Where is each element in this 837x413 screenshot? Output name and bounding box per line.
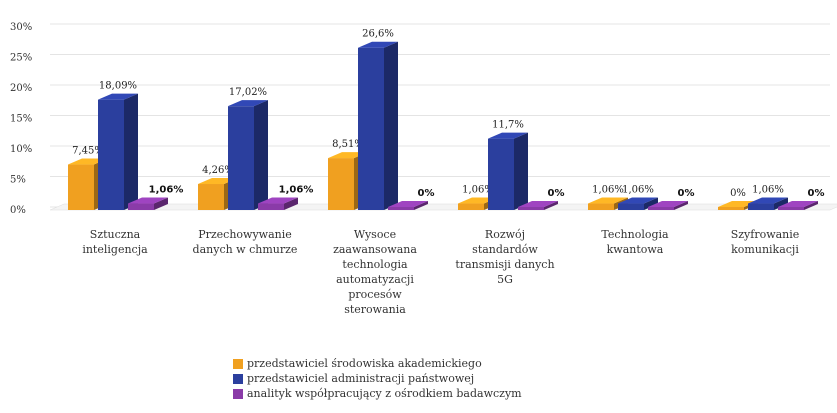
bar <box>228 106 254 210</box>
legend-label: analityk współpracujący z ośrodkiem bada… <box>247 387 522 400</box>
y-tick-label: 30% <box>10 22 32 33</box>
legend-label: przedstawiciel środowiska akademickiego <box>247 357 482 370</box>
bar <box>778 207 804 210</box>
bar <box>68 164 94 210</box>
legend: przedstawiciel środowiska akademickiego p… <box>233 356 522 401</box>
bar-side <box>544 201 558 210</box>
category-label: inteligencja <box>82 243 148 256</box>
bar-top <box>718 201 758 207</box>
bar <box>258 203 284 210</box>
bar <box>128 203 154 210</box>
category-label: sterowania <box>344 303 406 316</box>
bar <box>588 203 614 210</box>
bar-side <box>254 100 268 210</box>
legend-label: przedstawiciel administracji państwowej <box>247 372 475 385</box>
bar <box>718 207 744 210</box>
category-label: 5G <box>497 273 513 286</box>
data-label: 1,06% <box>622 185 654 196</box>
y-tick-label: 5% <box>10 175 26 186</box>
category-label: standardów <box>472 243 538 256</box>
category-label: Szyfrowanie <box>731 228 800 241</box>
data-label: 0% <box>730 188 746 199</box>
bar-top <box>618 197 658 204</box>
bar-top <box>518 201 558 207</box>
data-label: 1,06% <box>279 185 314 196</box>
bar-side <box>774 197 788 210</box>
bar-top <box>388 201 428 207</box>
legend-swatch <box>233 358 243 369</box>
bar <box>198 184 224 210</box>
category-label: danych w chmurze <box>193 243 298 256</box>
data-label: 0% <box>678 188 695 199</box>
bar-top <box>228 100 268 107</box>
bar <box>648 207 674 210</box>
category-label: Wysoce <box>354 228 396 241</box>
category-label: transmisji danych <box>455 258 554 271</box>
data-label: 11,7% <box>492 120 524 131</box>
data-label: 1,06% <box>149 185 184 196</box>
bar-top <box>358 41 398 48</box>
y-tick-label: 20% <box>10 83 32 94</box>
data-label: 17,02% <box>229 87 267 98</box>
bar-side <box>674 201 688 210</box>
bar <box>328 158 354 210</box>
bar <box>458 203 484 210</box>
category-label: zaawansowana <box>333 243 417 256</box>
bar-side <box>514 132 528 210</box>
category-label: procesów <box>348 288 402 301</box>
bar-top <box>488 132 528 139</box>
bar-side <box>284 197 298 210</box>
bar-top <box>648 201 688 207</box>
bar-side <box>384 41 398 210</box>
data-label: 0% <box>548 188 565 199</box>
y-tick-label: 10% <box>10 144 32 155</box>
bar-top <box>778 201 818 207</box>
data-label: 26,6% <box>362 29 394 40</box>
bar <box>358 47 384 210</box>
category-label: Przechowywanie <box>198 228 292 241</box>
legend-swatch <box>233 388 243 399</box>
bar <box>98 99 124 210</box>
bar-side <box>804 201 818 210</box>
bar-top <box>748 197 788 204</box>
legend-item: analityk współpracujący z ośrodkiem bada… <box>233 386 522 401</box>
bar <box>518 207 544 210</box>
data-label: 0% <box>808 188 825 199</box>
y-tick-label: 15% <box>10 114 32 125</box>
legend-item: przedstawiciel administracji państwowej <box>233 371 522 386</box>
legend-swatch <box>233 373 243 384</box>
y-tick-label: 25% <box>10 53 32 64</box>
legend-item: przedstawiciel środowiska akademickiego <box>233 356 522 371</box>
data-label: 7,45% <box>72 146 104 157</box>
data-label: 8,51% <box>332 139 364 150</box>
category-label: Sztuczna <box>90 228 141 241</box>
bar <box>618 203 644 210</box>
data-label: 1,06% <box>592 185 624 196</box>
category-label: kwantowa <box>607 243 664 256</box>
category-label: technologia <box>342 258 408 271</box>
bar-side <box>154 197 168 210</box>
data-label: 1,06% <box>752 185 784 196</box>
category-label: Rozwój <box>485 228 525 241</box>
y-tick-label: 0% <box>10 205 26 216</box>
bar-top <box>98 93 138 100</box>
bar-top <box>258 197 298 204</box>
bar <box>748 203 774 210</box>
bar-side <box>124 93 138 210</box>
category-label: automatyzacji <box>336 273 414 286</box>
bar <box>488 138 514 210</box>
data-label: 1,06% <box>462 185 494 196</box>
bar <box>388 207 414 210</box>
category-label: Technologia <box>601 228 669 241</box>
data-label: 18,09% <box>99 81 137 92</box>
bar-side <box>414 201 428 210</box>
bar-side <box>644 197 658 210</box>
data-label: 4,26% <box>202 165 234 176</box>
bar-top <box>128 197 168 204</box>
category-label: komunikacji <box>731 243 799 256</box>
bar-top <box>588 197 628 204</box>
data-label: 0% <box>418 188 435 199</box>
